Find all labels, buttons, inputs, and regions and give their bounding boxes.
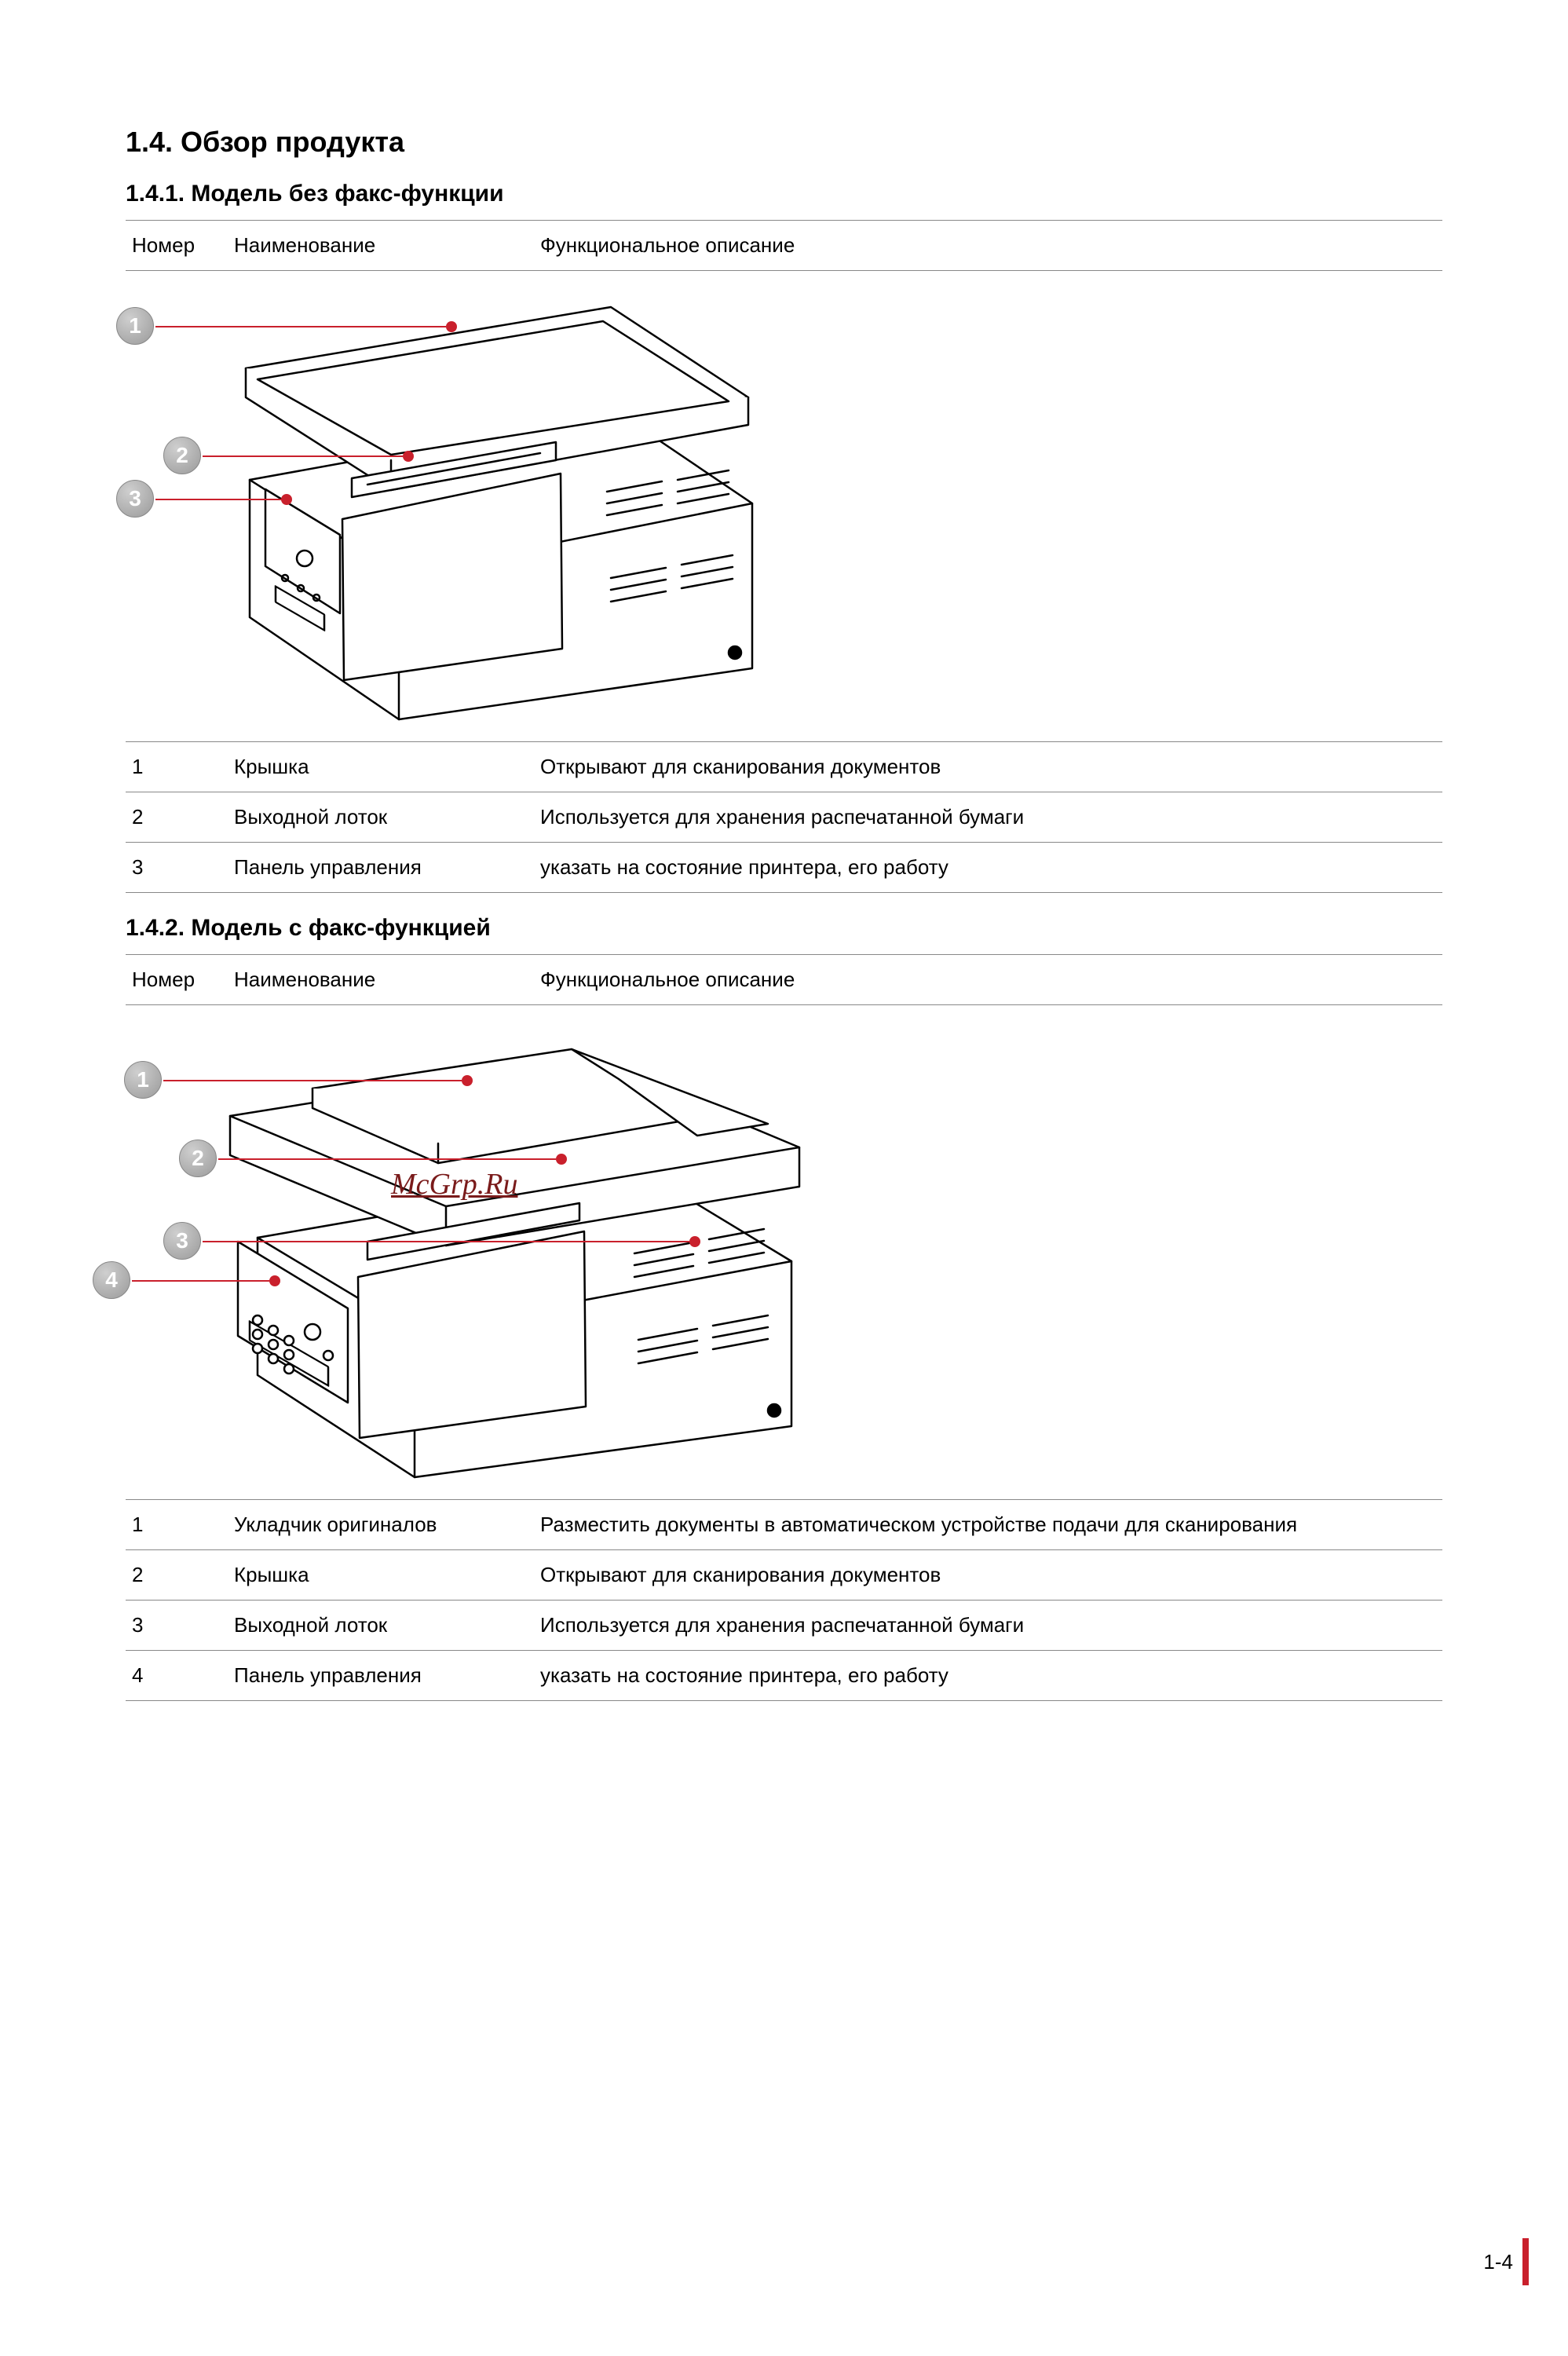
section-title: 1.4. Обзор продукта	[126, 126, 1442, 159]
callout-dot-icon	[446, 321, 457, 332]
printer-diagram-1: 123	[132, 284, 776, 729]
callout-badge: 1	[116, 307, 154, 345]
header-name: Наименование	[228, 221, 534, 271]
cell-num: 2	[126, 792, 228, 843]
callout-line	[132, 1280, 269, 1282]
page-footer: 1-4	[1483, 2238, 1529, 2285]
callout-line	[155, 326, 446, 327]
table-row: 2 Крышка Открывают для сканирования доку…	[126, 1550, 1442, 1601]
callout-line	[203, 455, 403, 457]
cell-name: Выходной лоток	[228, 1601, 534, 1651]
diagram-row-2: McGrp.Ru 1234	[126, 1005, 1442, 1500]
printer-svg-2	[132, 1018, 823, 1481]
cell-desc: указать на состояние принтера, его работ…	[534, 843, 1442, 893]
header-num: Номер	[126, 221, 228, 271]
callout-line	[218, 1158, 556, 1160]
cell-desc: Разместить документы в автоматическом ус…	[534, 1500, 1442, 1550]
header-num: Номер	[126, 955, 228, 1005]
cell-name: Крышка	[228, 1550, 534, 1601]
printer-diagram-2: McGrp.Ru 1234	[132, 1018, 823, 1487]
header-desc: Функциональное описание	[534, 221, 1442, 271]
cell-num: 4	[126, 1651, 228, 1701]
table-row: 3 Панель управления указать на состояние…	[126, 843, 1442, 893]
cell-num: 1	[126, 1500, 228, 1550]
page: 1.4. Обзор продукта 1.4.1. Модель без фа…	[0, 0, 1568, 2356]
cell-num: 2	[126, 1550, 228, 1601]
table-row: 1 Крышка Открывают для сканирования доку…	[126, 742, 1442, 792]
table-row: 1 Укладчик оригиналов Разместить докумен…	[126, 1500, 1442, 1550]
cell-name: Выходной лоток	[228, 792, 534, 843]
callout-dot-icon	[403, 451, 414, 462]
callout-line	[163, 1080, 462, 1081]
cell-desc: Используется для хранения распечатанной …	[534, 792, 1442, 843]
diagram-row-1: 123	[126, 271, 1442, 742]
callout-badge: 3	[116, 480, 154, 518]
table-row: 2 Выходной лоток Используется для хранен…	[126, 792, 1442, 843]
callout-dot-icon	[462, 1075, 473, 1086]
callout-badge: 2	[179, 1140, 217, 1177]
section-subtitle-2: 1.4.2. Модель с факс-функцией	[126, 915, 1442, 942]
header-name: Наименование	[228, 955, 534, 1005]
cell-num: 3	[126, 1601, 228, 1651]
footer-bar-icon	[1522, 2238, 1529, 2285]
table-header-row: Номер Наименование Функциональное описан…	[126, 221, 1442, 271]
section-subtitle-1: 1.4.1. Модель без факс-функции	[126, 181, 1442, 207]
callout-dot-icon	[281, 494, 292, 505]
cell-name: Панель управления	[228, 1651, 534, 1701]
table-header-row: Номер Наименование Функциональное описан…	[126, 955, 1442, 1005]
cell-desc: Открывают для сканирования документов	[534, 742, 1442, 792]
cell-name: Крышка	[228, 742, 534, 792]
callout-dot-icon	[689, 1236, 700, 1247]
table-row: 3 Выходной лоток Используется для хранен…	[126, 1601, 1442, 1651]
callout-badge: 3	[163, 1222, 201, 1260]
cell-num: 3	[126, 843, 228, 893]
cell-name: Панель управления	[228, 843, 534, 893]
cell-desc: Используется для хранения распечатанной …	[534, 1601, 1442, 1651]
callout-dot-icon	[556, 1154, 567, 1165]
cell-name: Укладчик оригиналов	[228, 1500, 534, 1550]
callout-dot-icon	[269, 1275, 280, 1286]
callout-line	[155, 499, 281, 500]
printer-svg-1	[132, 284, 776, 723]
header-desc: Функциональное описание	[534, 955, 1442, 1005]
callout-badge: 2	[163, 437, 201, 474]
page-number: 1-4	[1483, 2250, 1513, 2274]
cell-desc: Открывают для сканирования документов	[534, 1550, 1442, 1601]
table-row: 4 Панель управления указать на состояние…	[126, 1651, 1442, 1701]
callout-line	[203, 1241, 689, 1242]
cell-num: 1	[126, 742, 228, 792]
parts-table-2: Номер Наименование Функциональное описан…	[126, 954, 1442, 1701]
cell-desc: указать на состояние принтера, его работ…	[534, 1651, 1442, 1701]
callout-badge: 4	[93, 1261, 130, 1299]
callout-badge: 1	[124, 1061, 162, 1099]
parts-table-1: Номер Наименование Функциональное описан…	[126, 220, 1442, 893]
